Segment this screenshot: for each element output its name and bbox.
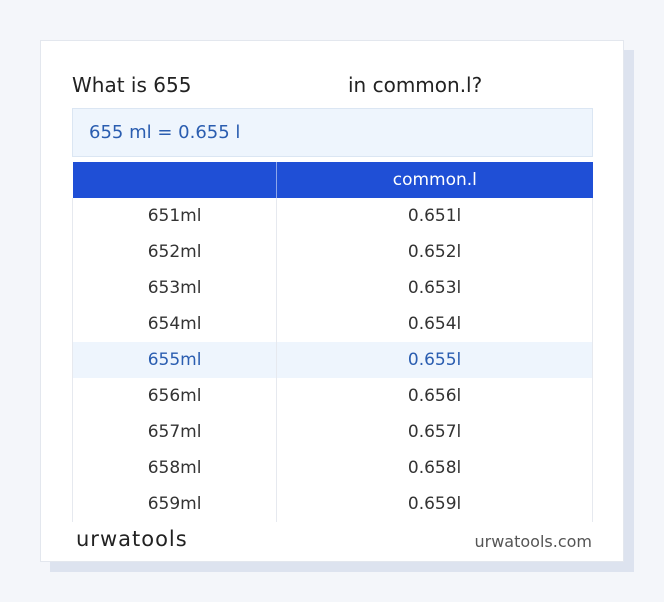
table-row: 654ml 0.654l (71, 306, 593, 342)
table-row: 651ml 0.651l (71, 198, 593, 234)
card: What is 655 in common.l? 655 ml = 0.655 … (40, 40, 624, 562)
table-cell: 0.655l (276, 342, 593, 378)
table-row: 652ml 0.652l (71, 234, 593, 270)
table-cell: 659ml (71, 486, 278, 522)
table-row: 653ml 0.653l (71, 270, 593, 306)
table-cell: 652ml (71, 234, 278, 270)
table-body: 651ml 0.651l 652ml 0.652l 653ml 0.653l 654ml 0.… (71, 198, 593, 522)
table-cell: 0.651l (276, 198, 593, 234)
logo[interactable]: urwatools (76, 527, 188, 551)
table-cell: 658ml (71, 450, 278, 486)
table-cell: 0.653l (276, 270, 593, 306)
table-cell: 0.657l (276, 414, 593, 450)
table-cell: 654ml (71, 306, 278, 342)
header-cell: common.l (276, 162, 593, 198)
table-cell: 0.656l (276, 378, 593, 414)
table-cell: 0.659l (276, 486, 593, 522)
table-cell: 651ml (71, 198, 278, 234)
title-end: in common.l? (348, 73, 483, 97)
conversion-table: common.l 651ml 0.651l 652ml 0.652l 653ml 0.65… (71, 162, 593, 522)
table-row: 657ml 0.657l (71, 414, 593, 450)
table-row: 658ml 0.658l (71, 450, 593, 486)
table-cell: 655ml (71, 342, 278, 378)
table-cell: 0.654l (276, 306, 593, 342)
result: 655 ml = 0.655 l (72, 108, 593, 157)
title-start: What is 655 (72, 73, 192, 97)
header-row: common.l (72, 162, 593, 198)
table-row: 659ml 0.659l (71, 486, 593, 522)
site-link[interactable]: urwatools.com (474, 532, 593, 551)
table-cell: 0.652l (276, 234, 593, 270)
table-cell: 653ml (71, 270, 278, 306)
table-row: 655ml 0.655l (71, 342, 593, 378)
table-cell: 0.658l (276, 450, 593, 486)
table-cell: 657ml (71, 414, 278, 450)
header-cell (72, 162, 277, 198)
table-cell: 656ml (71, 378, 278, 414)
table-row: 656ml 0.656l (71, 378, 593, 414)
